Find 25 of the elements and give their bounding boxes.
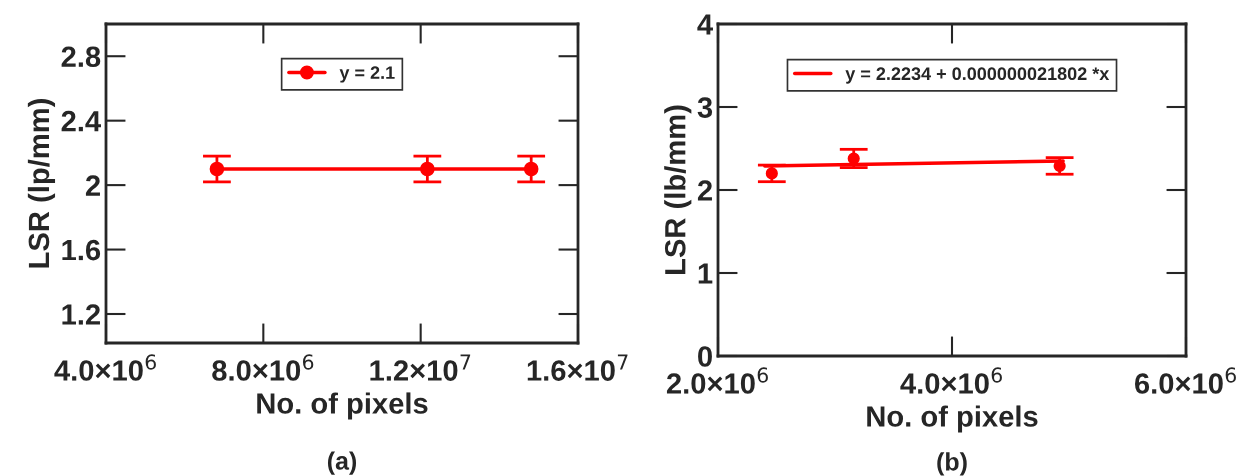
y-tick-label: 2.4	[61, 110, 101, 132]
x-tick-label: 8.0×10$^{6}$	[212, 354, 314, 381]
x-tick-label: 6.0×10$^{6}$	[1135, 367, 1236, 394]
text: (a)	[327, 451, 357, 475]
x-tick-label: 2.0×10$^{6}$	[666, 367, 768, 394]
x-axis-title: No. of pixels	[867, 405, 1038, 433]
legend-label: y = 2.2234 + 0.000000021802 *x	[845, 67, 1110, 84]
y-tick-label: 2	[697, 180, 712, 201]
y-tick-label: 1.2	[62, 304, 100, 325]
x-tick-label: 4.0×10$^{6}$	[900, 367, 1002, 394]
x-axis-title: No. of pixels	[257, 392, 428, 420]
x-tick-label: 1.6×10$^{7}$	[527, 354, 628, 381]
y-tick-label: 0	[698, 346, 712, 367]
y-tick-label: 3	[697, 97, 713, 118]
y-axis-title: LSR (lb/mm)	[664, 105, 692, 274]
legend-label: y = 2.1	[339, 66, 395, 83]
y-tick-label: 2.8	[61, 46, 101, 68]
y-tick-label: 1	[698, 263, 713, 284]
x-tick-label: 1.2×10$^{7}$	[370, 354, 471, 381]
y-tick-label: 2	[85, 175, 100, 196]
y-tick-label: 1.6	[62, 239, 101, 261]
x-tick-label: 4.0×10$^{6}$	[54, 354, 156, 381]
text: (b)	[937, 452, 967, 476]
y-axis-title: LSR (lp/mm)	[27, 99, 56, 268]
y-tick-label: 4	[697, 14, 713, 35]
